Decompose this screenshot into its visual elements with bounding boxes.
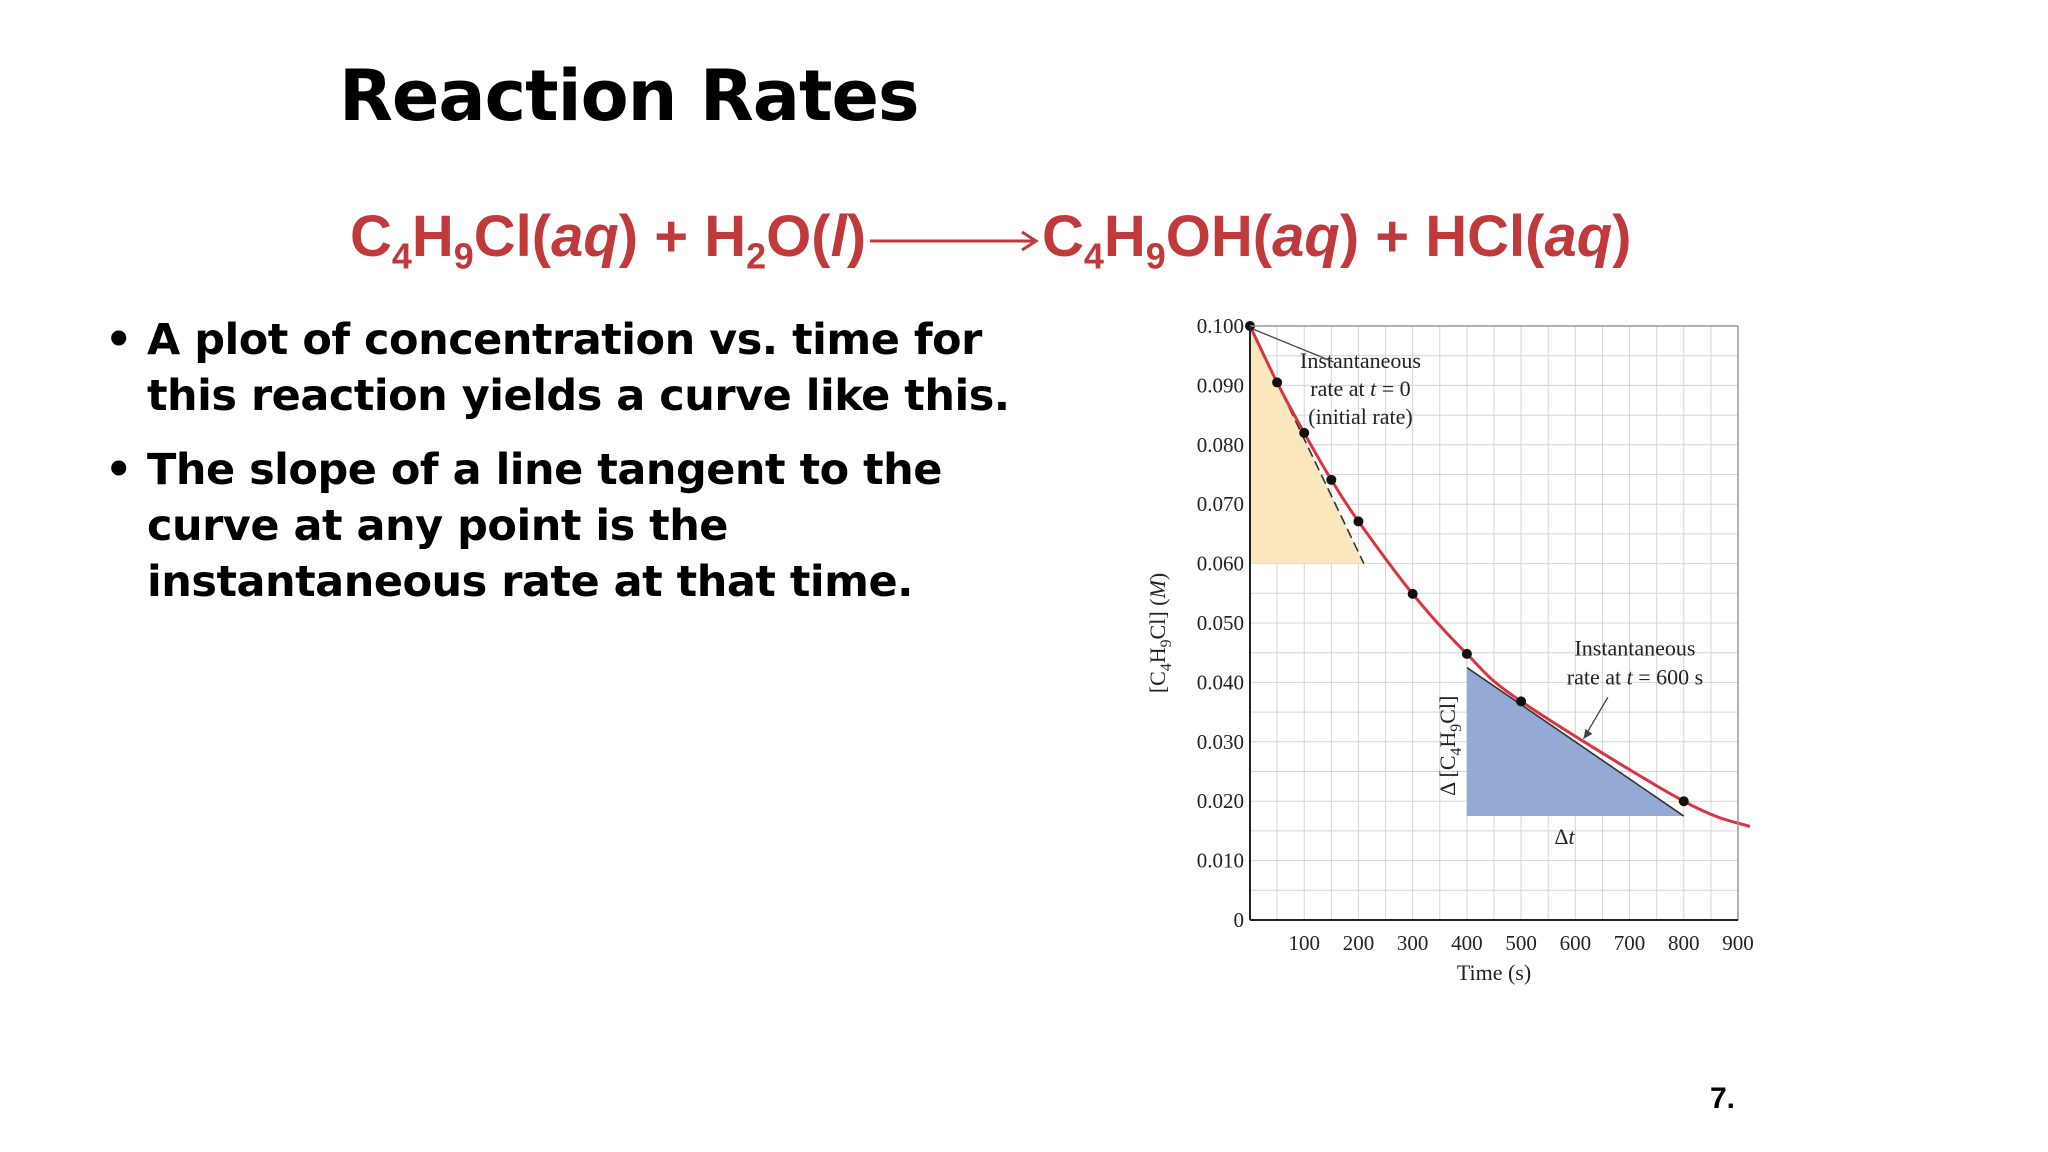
x-axis-title: Time (s) bbox=[1457, 960, 1531, 985]
data-points bbox=[1245, 321, 1689, 807]
data-point bbox=[1461, 648, 1472, 659]
y-axis-title: [C4H9Cl] (M) bbox=[1145, 573, 1175, 693]
concentration-time-chart: 0 0.010 0.020 0.030 0.040 0.050 0.060 0.070 0.08… bbox=[1145, 314, 1754, 985]
rate-600-annotation: Instantaneous bbox=[1574, 636, 1695, 661]
bullet-item: A plot of concentration vs. time for thi… bbox=[105, 312, 1065, 424]
x-tick-label: 900 bbox=[1722, 931, 1754, 955]
rate-600-arrowhead bbox=[1583, 728, 1593, 739]
initial-rate-annotation: Instantaneous bbox=[1300, 348, 1421, 373]
plot-frame bbox=[1249, 325, 1739, 921]
y-tick-label: 0.100 bbox=[1197, 314, 1244, 338]
initial-rate-triangle bbox=[1250, 326, 1364, 564]
y-tick-label: 0 bbox=[1234, 908, 1245, 932]
reaction-arrow-icon bbox=[870, 230, 1039, 251]
rate-600-triangle bbox=[1466, 667, 1684, 817]
rate-triangles bbox=[1250, 326, 1684, 817]
initial-rate-annotation: rate at t = 0 bbox=[1310, 376, 1410, 401]
x-tick-label: 600 bbox=[1560, 931, 1592, 955]
x-tick-label: 800 bbox=[1668, 931, 1700, 955]
y-tick-label: 0.030 bbox=[1197, 730, 1244, 754]
data-point bbox=[1299, 427, 1310, 438]
tangent-lines bbox=[1249, 325, 1685, 817]
y-tick-label: 0.060 bbox=[1197, 552, 1244, 576]
initial-rate-annotation: (initial rate) bbox=[1308, 404, 1412, 429]
y-tick-label: 0.080 bbox=[1197, 433, 1244, 457]
delta-concentration-label: Δ [C4H9Cl] bbox=[1435, 696, 1465, 796]
bullet-list: A plot of concentration vs. time for thi… bbox=[105, 312, 1065, 628]
x-tick-label: 300 bbox=[1397, 931, 1429, 955]
rate-600-annotation: rate at t = 600 s bbox=[1567, 665, 1703, 690]
data-point bbox=[1516, 696, 1527, 707]
x-tick-label: 500 bbox=[1505, 931, 1537, 955]
chart-labels: 0 0.010 0.020 0.030 0.040 0.050 0.060 0.070 0.08… bbox=[1145, 314, 1754, 985]
data-point bbox=[1326, 474, 1337, 485]
x-tick-label: 100 bbox=[1288, 931, 1320, 955]
x-tick-label: 200 bbox=[1343, 931, 1375, 955]
y-tick-label: 0.020 bbox=[1197, 789, 1244, 813]
x-tick-label: 400 bbox=[1451, 931, 1483, 955]
bullet-item: The slope of a line tangent to the curve… bbox=[105, 442, 1065, 610]
product-2: HCl(aq) bbox=[1425, 204, 1632, 269]
product-1: C4H9OH(aq) bbox=[1042, 204, 1360, 277]
initial-rate-pointer bbox=[1252, 328, 1334, 363]
y-tick-label: 0.070 bbox=[1197, 492, 1244, 516]
page-number: 7. bbox=[1710, 1082, 1736, 1115]
y-tick-label: 0.050 bbox=[1197, 611, 1244, 635]
tangent-600-line bbox=[1466, 666, 1685, 817]
y-tick-label: 0.040 bbox=[1197, 670, 1244, 694]
data-point bbox=[1678, 796, 1689, 807]
data-point bbox=[1407, 588, 1418, 599]
initial-tangent-line bbox=[1249, 325, 1365, 564]
slide-title: Reaction Rates bbox=[339, 55, 920, 137]
delta-time-label: Δt bbox=[1554, 824, 1575, 849]
y-tick-label: 0.090 bbox=[1197, 373, 1244, 397]
plus-sign: + bbox=[1359, 204, 1426, 269]
plus-sign: + bbox=[638, 204, 705, 269]
data-point bbox=[1272, 377, 1283, 388]
reactant-1: C4H9Cl(aq) bbox=[350, 204, 639, 277]
x-tick-label: 700 bbox=[1614, 931, 1646, 955]
reaction-equation: C4H9Cl(aq) + H2O(l) C4H9OH(aq) + HCl(aq) bbox=[350, 203, 1632, 277]
data-point bbox=[1353, 516, 1364, 527]
reactant-2: H2O(l) bbox=[704, 204, 867, 277]
y-tick-label: 0.010 bbox=[1197, 849, 1244, 873]
